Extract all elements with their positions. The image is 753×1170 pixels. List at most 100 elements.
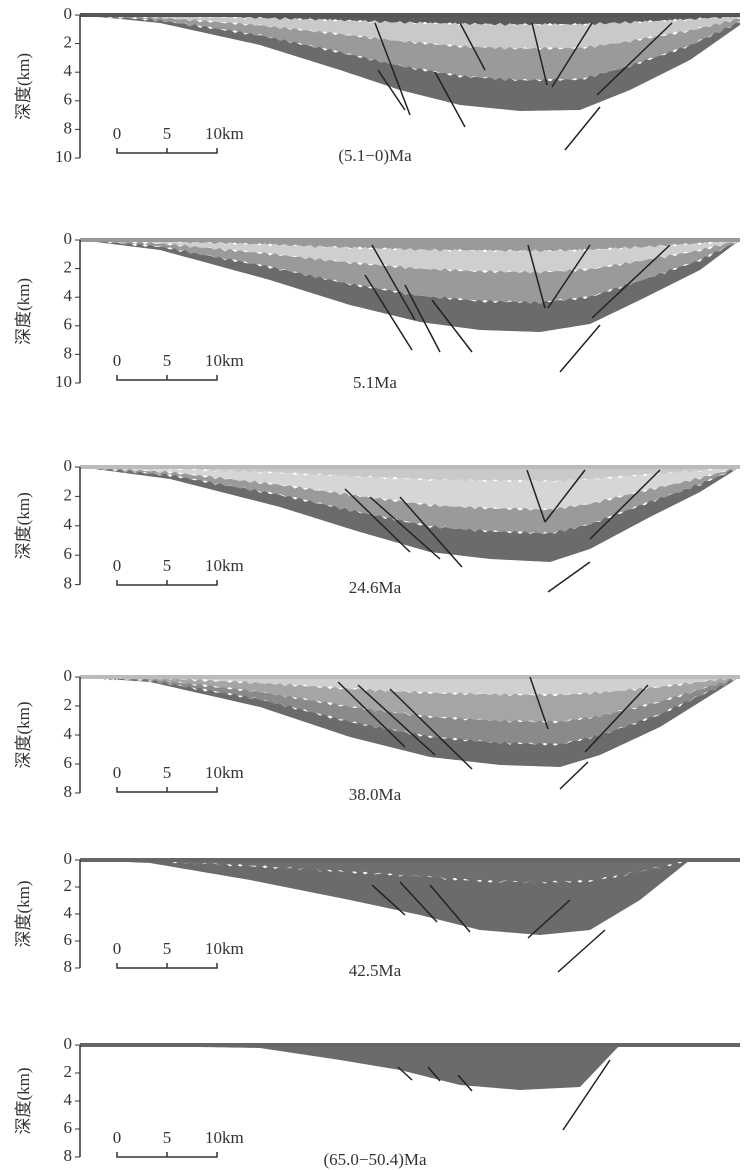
scale-label: 0	[113, 351, 122, 370]
strata-layer	[80, 465, 740, 535]
scale-label: 0	[113, 939, 122, 958]
y-tick-label: 8	[64, 1146, 73, 1165]
scale-label: 0	[113, 763, 122, 782]
fault	[357, 684, 436, 756]
y-tick-label: 2	[64, 258, 73, 277]
scale-label: 10km	[205, 124, 244, 143]
y-tick-label: 4	[64, 61, 73, 80]
scale-label: 5	[163, 939, 172, 958]
scale-label: 0	[113, 556, 122, 575]
fault	[544, 469, 586, 523]
fault	[564, 106, 601, 151]
y-tick-label: 2	[64, 876, 73, 895]
fault	[589, 469, 661, 540]
fault	[399, 881, 438, 923]
fault	[527, 899, 571, 939]
y-axis-label: 深度(km)	[14, 701, 33, 768]
y-tick-label: 8	[64, 343, 73, 362]
fault	[547, 244, 591, 309]
scale-bar	[116, 375, 218, 381]
strata-layer	[80, 675, 740, 724]
surface-strip	[80, 675, 740, 679]
fault	[531, 22, 548, 86]
y-tick-label: 4	[64, 515, 73, 534]
strata-layer	[80, 858, 690, 884]
y-tick-label: 6	[64, 1118, 73, 1137]
strata-layer	[80, 465, 740, 511]
strata-layer	[80, 238, 740, 274]
strata-layer	[80, 1045, 620, 1090]
y-tick-label: 0	[64, 849, 73, 868]
fault	[399, 496, 463, 568]
y-tick-label: 2	[64, 33, 73, 52]
fault	[337, 681, 406, 748]
y-axis-label: 深度(km)	[14, 278, 33, 345]
fault	[371, 244, 416, 321]
scale-label: 5	[163, 351, 172, 370]
y-tick-label: 4	[64, 724, 73, 743]
y-axis-label: 深度(km)	[14, 880, 33, 947]
fault	[596, 22, 673, 96]
y-tick-label: 6	[64, 930, 73, 949]
y-tick-label: 8	[64, 957, 73, 976]
y-tick-label: 8	[64, 118, 73, 137]
strata-layer	[80, 14, 740, 111]
y-tick-label: 10	[55, 147, 72, 166]
fault	[397, 1066, 413, 1081]
y-tick-label: 4	[64, 1090, 73, 1109]
strata-layer	[80, 13, 740, 82]
scale-bar	[116, 787, 218, 793]
surface-strip	[80, 13, 740, 17]
fault	[591, 244, 671, 319]
fault	[562, 1059, 611, 1131]
panel-label: 5.1Ma	[353, 373, 397, 392]
fault	[371, 884, 406, 916]
y-tick-label: 6	[64, 753, 73, 772]
panel-label: (5.1−0)Ma	[338, 146, 412, 165]
y-axis-label: 深度(km)	[14, 53, 33, 120]
fault	[374, 22, 411, 116]
scale-label: 5	[163, 124, 172, 143]
surface-strip	[80, 238, 740, 242]
y-tick-label: 10	[55, 372, 72, 391]
scale-bar	[116, 963, 218, 969]
scale-bar	[116, 1152, 218, 1158]
fault	[559, 761, 589, 790]
panel-label: 42.5Ma	[349, 961, 402, 980]
surface-strip	[80, 465, 740, 469]
scale-label: 0	[113, 1128, 122, 1147]
y-tick-label: 2	[64, 695, 73, 714]
strata-layer	[80, 13, 740, 50]
strata-layer	[80, 239, 740, 332]
panel-label: 24.6Ma	[349, 578, 402, 597]
scale-label: 10km	[205, 351, 244, 370]
y-tick-label: 0	[64, 4, 73, 23]
panel-label: 38.0Ma	[349, 785, 402, 804]
y-tick-label: 6	[64, 315, 73, 334]
scale-label: 10km	[205, 763, 244, 782]
fault	[526, 469, 546, 523]
surface-strip	[80, 858, 740, 862]
fault	[404, 284, 441, 353]
scale-label: 10km	[205, 939, 244, 958]
fault	[369, 496, 441, 560]
fault	[529, 676, 549, 730]
y-tick-label: 8	[64, 782, 73, 801]
y-tick-label: 0	[64, 229, 73, 248]
scale-label: 5	[163, 1128, 172, 1147]
y-tick-label: 6	[64, 90, 73, 109]
y-tick-label: 2	[64, 1062, 73, 1081]
scale-bar	[116, 148, 218, 154]
strata-layer	[80, 675, 740, 746]
scale-label: 5	[163, 556, 172, 575]
fault	[431, 299, 473, 353]
y-tick-label: 0	[64, 666, 73, 685]
strata-layer	[80, 465, 740, 483]
y-axis-label: 深度(km)	[14, 1067, 33, 1134]
fault	[459, 22, 486, 71]
fault	[457, 1074, 473, 1092]
scale-label: 10km	[205, 556, 244, 575]
fault	[429, 884, 471, 933]
surface-strip	[80, 1043, 740, 1047]
